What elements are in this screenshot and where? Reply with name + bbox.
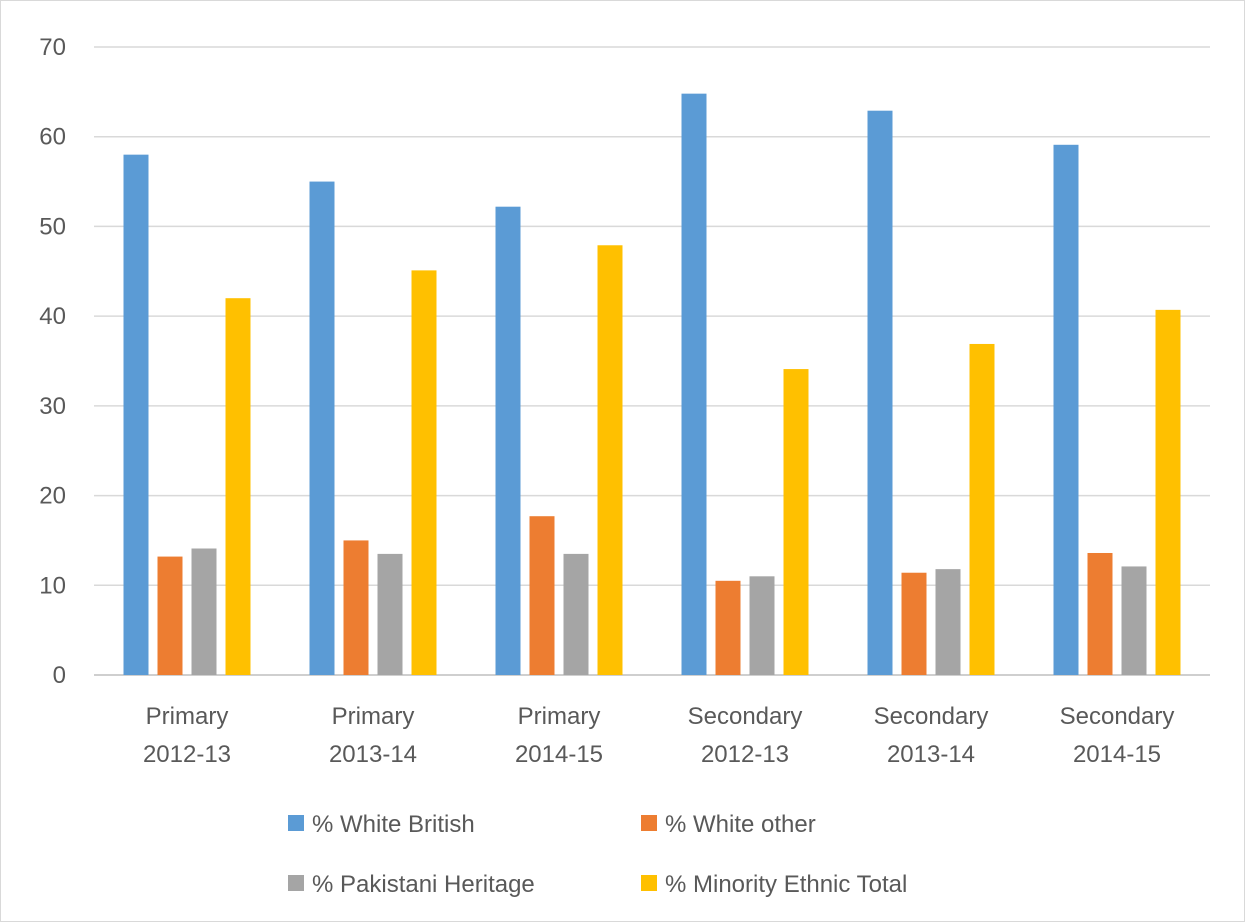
x-tick-label-line: 2012-13 xyxy=(143,741,231,768)
x-tick-label-line: 2012-13 xyxy=(701,741,789,768)
bar xyxy=(749,576,775,675)
bar xyxy=(1155,309,1181,675)
bar xyxy=(495,206,521,676)
y-tick-label: 60 xyxy=(39,124,66,151)
bar xyxy=(969,343,995,675)
bar xyxy=(191,548,217,675)
legend-label: % Pakistani Heritage xyxy=(312,871,535,898)
bar xyxy=(1053,144,1079,675)
x-tick-label: Primary 2013-14 xyxy=(329,703,417,768)
y-tick-label: 70 xyxy=(39,34,66,61)
legend-swatch xyxy=(641,875,657,891)
bar xyxy=(1087,552,1113,675)
y-axis-ticks: 0 10 20 30 40 50 60 70 xyxy=(39,34,66,689)
legend-swatch xyxy=(288,875,304,891)
legend-label: % Minority Ethnic Total xyxy=(665,871,907,898)
x-tick-label: Secondary 2013-14 xyxy=(874,703,989,768)
x-tick-label-line: 2014-15 xyxy=(1073,741,1161,768)
legend: % White British % White other % Pakistani … xyxy=(288,811,907,898)
bar xyxy=(901,572,927,675)
y-tick-label: 10 xyxy=(39,572,66,599)
bar xyxy=(681,93,707,675)
bar xyxy=(157,556,183,675)
x-tick-label-line: Primary xyxy=(332,703,415,730)
x-tick-label-line: Secondary xyxy=(1060,703,1175,730)
bar xyxy=(783,369,809,675)
legend-label: % White other xyxy=(665,811,816,838)
bar xyxy=(1121,566,1147,675)
y-tick-label: 30 xyxy=(39,393,66,420)
x-tick-label: Primary 2014-15 xyxy=(515,703,603,768)
bar xyxy=(715,580,741,675)
x-tick-label-line: 2013-14 xyxy=(887,741,975,768)
y-tick-label: 50 xyxy=(39,213,66,240)
x-tick-label-line: Secondary xyxy=(688,703,803,730)
x-tick-label-line: 2014-15 xyxy=(515,741,603,768)
gridlines xyxy=(94,46,1210,676)
bar xyxy=(123,154,149,675)
x-tick-label-line: Primary xyxy=(518,703,601,730)
x-tick-label-line: 2013-14 xyxy=(329,741,417,768)
bar xyxy=(309,181,335,676)
bar xyxy=(343,540,369,675)
legend-label: % White British xyxy=(312,811,475,838)
bar xyxy=(597,245,623,676)
bar xyxy=(529,516,555,675)
bars xyxy=(123,93,1181,676)
legend-swatch xyxy=(641,815,657,831)
bar xyxy=(867,110,893,675)
x-tick-label: Primary 2012-13 xyxy=(143,703,231,768)
y-tick-label: 20 xyxy=(39,483,66,510)
x-axis-labels: Primary 2012-13 Primary 2013-14 Primary 2014-… xyxy=(143,703,1174,768)
bar xyxy=(225,298,251,675)
y-tick-label: 0 xyxy=(53,662,66,689)
x-tick-label: Secondary 2012-13 xyxy=(688,703,803,768)
bar xyxy=(377,553,403,675)
bar xyxy=(411,270,437,675)
y-tick-label: 40 xyxy=(39,303,66,330)
bar xyxy=(935,569,961,675)
bar xyxy=(563,553,589,675)
x-tick-label: Secondary 2014-15 xyxy=(1060,703,1175,768)
x-tick-label-line: Secondary xyxy=(874,703,989,730)
x-tick-label-line: Primary xyxy=(146,703,229,730)
legend-swatch xyxy=(288,815,304,831)
